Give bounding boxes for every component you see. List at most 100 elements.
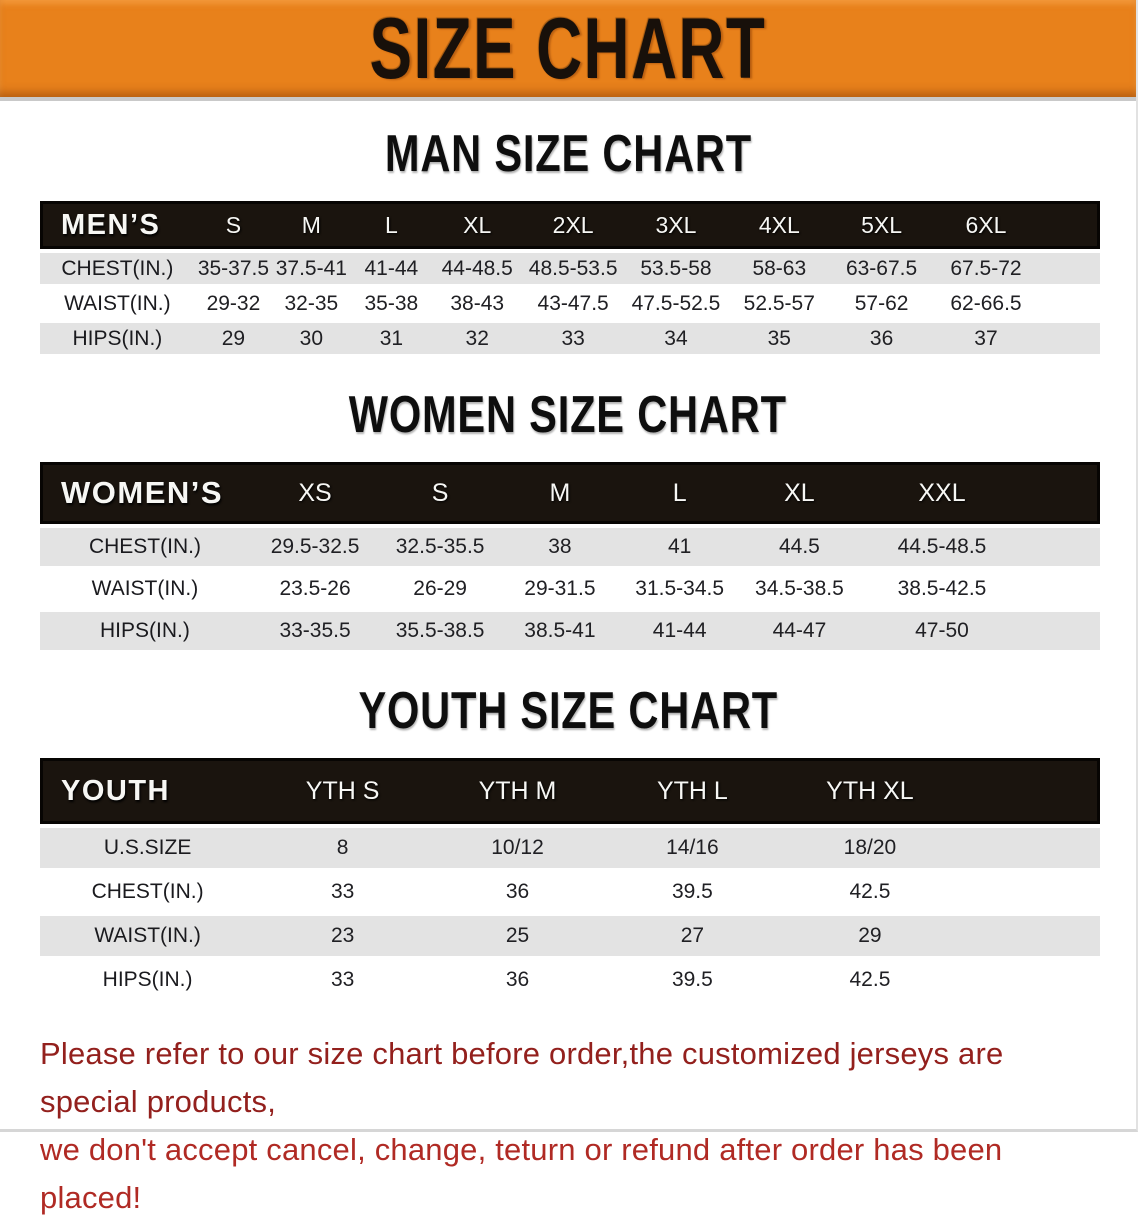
table-row: CHEST(IN.) 33 36 39.5 42.5 — [40, 872, 1100, 912]
size-cell: 33-35.5 — [279, 619, 351, 642]
banner: SIZE CHART — [0, 0, 1136, 101]
men-size-section: MAN SIZE CHART MEN’S S M L XL 2XL 3XL 4XL 5XL 6XL… — [0, 128, 1136, 358]
table-row: CHEST(IN.) 29.5-32.5 32.5-35.5 38 41 44.5 44.5… — [40, 528, 1100, 566]
size-cell: 36 — [505, 880, 530, 903]
size-cell: 57-62 — [854, 291, 909, 315]
women-section-heading: WOMEN SIZE CHART — [0, 389, 1136, 441]
row-spacer — [1025, 570, 1100, 608]
size-cell: 29-31.5 — [524, 577, 596, 600]
size-cell: 38 — [548, 535, 572, 558]
row-spacer — [1025, 528, 1100, 566]
row-spacer — [960, 960, 1100, 1000]
size-cell: 35-37.5 — [197, 256, 270, 280]
size-cell: 38.5-42.5 — [897, 577, 987, 600]
size-cell: 38.5-41 — [524, 619, 596, 642]
row-label: U.S.SIZE — [103, 836, 192, 859]
size-cell: 35 — [767, 326, 791, 350]
size-column-header: 5XL — [830, 201, 933, 249]
size-cell: 8 — [336, 836, 349, 859]
row-label: CHEST(IN.) — [61, 256, 174, 280]
header-spacer — [960, 758, 1100, 824]
row-label: WAIST(IN.) — [91, 577, 199, 600]
header-spacer — [1039, 201, 1100, 249]
size-cell: 37.5-41 — [275, 256, 347, 280]
size-cell: 44-47 — [772, 619, 827, 642]
row-spacer — [1040, 253, 1101, 284]
row-label: CHEST(IN.) — [91, 880, 204, 903]
size-cell: 25 — [505, 924, 530, 947]
size-cell: 41-44 — [364, 256, 419, 280]
size-cell: 44.5 — [778, 535, 820, 558]
size-cell: 44-48.5 — [441, 256, 513, 280]
size-cell: 29 — [221, 326, 246, 350]
table-row: HIPS(IN.) 33 36 39.5 42.5 — [40, 960, 1100, 1000]
size-column-header: XL — [739, 462, 860, 524]
men-section-heading: MAN SIZE CHART — [0, 128, 1136, 180]
size-cell: 35.5-38.5 — [395, 619, 485, 642]
size-cell: 18/20 — [843, 836, 897, 859]
footer-note: Please refer to our size chart before or… — [40, 1030, 1098, 1222]
size-column-header: YTH L — [604, 758, 780, 824]
men-size-table: MEN’S S M L XL 2XL 3XL 4XL 5XL 6XL CHEST(IN.) 35-3… — [40, 197, 1100, 358]
row-label: HIPS(IN.) — [72, 326, 163, 350]
size-cell: 35-38 — [364, 291, 419, 315]
size-cell: 41 — [667, 535, 692, 558]
size-cell: 58-63 — [752, 256, 807, 280]
size-cell: 10/12 — [491, 836, 544, 859]
table-row: CHEST(IN.) 35-37.5 37.5-41 41-44 44-48.5 48.5… — [40, 253, 1100, 284]
size-column-header: YTH S — [255, 758, 431, 824]
size-cell: 42.5 — [849, 968, 891, 991]
size-cell: 34.5-38.5 — [755, 577, 844, 600]
women-size-table: WOMEN’S XS S M L XL XXL CHEST(IN.) 29.5-32.5 32.… — [40, 458, 1100, 654]
youth-size-section: YOUTH SIZE CHART YOUTH YTH S YTH M YTH L YTH… — [0, 685, 1136, 1004]
size-cell: 31 — [379, 326, 404, 350]
table-group-label: YOUTH — [40, 758, 256, 824]
youth-section-heading: YOUTH SIZE CHART — [0, 685, 1136, 737]
size-cell: 37 — [974, 326, 998, 350]
table-row: WAIST(IN.) 23.5-26 26-29 29-31.5 31.5-34.5 34… — [40, 570, 1100, 608]
row-label: HIPS(IN.) — [102, 968, 193, 991]
size-column-header: XL — [432, 201, 523, 249]
size-cell: 27 — [680, 924, 705, 947]
size-cell: 41-44 — [652, 619, 707, 642]
size-cell: 33 — [330, 968, 355, 991]
size-cell: 36 — [869, 326, 894, 350]
table-row: HIPS(IN.) 33-35.5 35.5-38.5 38.5-41 41-44 44-… — [40, 612, 1100, 650]
size-cell: 29 — [858, 924, 882, 947]
size-cell: 29-32 — [206, 291, 261, 315]
size-column-header: 2XL — [522, 201, 625, 249]
size-cell: 53.5-58 — [640, 256, 712, 280]
size-cell: 63-67.5 — [845, 256, 918, 280]
table-header-row: WOMEN’S XS S M L XL XXL — [40, 462, 1100, 524]
table-header-row: MEN’S S M L XL 2XL 3XL 4XL 5XL 6XL — [40, 201, 1100, 249]
row-label: WAIST(IN.) — [64, 291, 171, 315]
table-header-row: YOUTH YTH S YTH M YTH L YTH XL — [40, 758, 1100, 824]
size-column-header: XXL — [859, 462, 1025, 524]
size-column-header: M — [500, 462, 620, 524]
table-row: WAIST(IN.) 23 25 27 29 — [40, 916, 1100, 956]
size-cell: 67.5-72 — [950, 256, 1022, 280]
size-cell: 23 — [330, 924, 355, 947]
size-column-header: M — [272, 201, 351, 249]
size-cell: 33 — [561, 326, 585, 350]
row-label: HIPS(IN.) — [100, 619, 190, 642]
women-section-title: WOMEN SIZE CHART — [348, 386, 788, 444]
size-cell: 26-29 — [413, 577, 467, 600]
table-row: WAIST(IN.) 29-32 32-35 35-38 38-43 43-47.5 47.… — [40, 288, 1100, 319]
table-row: HIPS(IN.) 29 30 31 32 33 34 35 36 37 — [40, 323, 1100, 354]
row-spacer — [1040, 323, 1101, 354]
size-column-header: YTH XL — [779, 758, 961, 824]
header-spacer — [1024, 462, 1100, 524]
size-cell: 32 — [465, 326, 489, 350]
youth-section-title: YOUTH SIZE CHART — [358, 682, 778, 740]
row-spacer — [1025, 612, 1100, 650]
size-column-header: S — [194, 201, 273, 249]
size-cell: 23.5-26 — [279, 577, 351, 600]
row-spacer — [960, 872, 1100, 912]
size-cell: 39.5 — [671, 880, 713, 903]
size-column-header: L — [619, 462, 740, 524]
size-cell: 32.5-35.5 — [395, 535, 485, 558]
row-label: CHEST(IN.) — [88, 535, 201, 558]
men-section-title: MAN SIZE CHART — [384, 125, 752, 183]
